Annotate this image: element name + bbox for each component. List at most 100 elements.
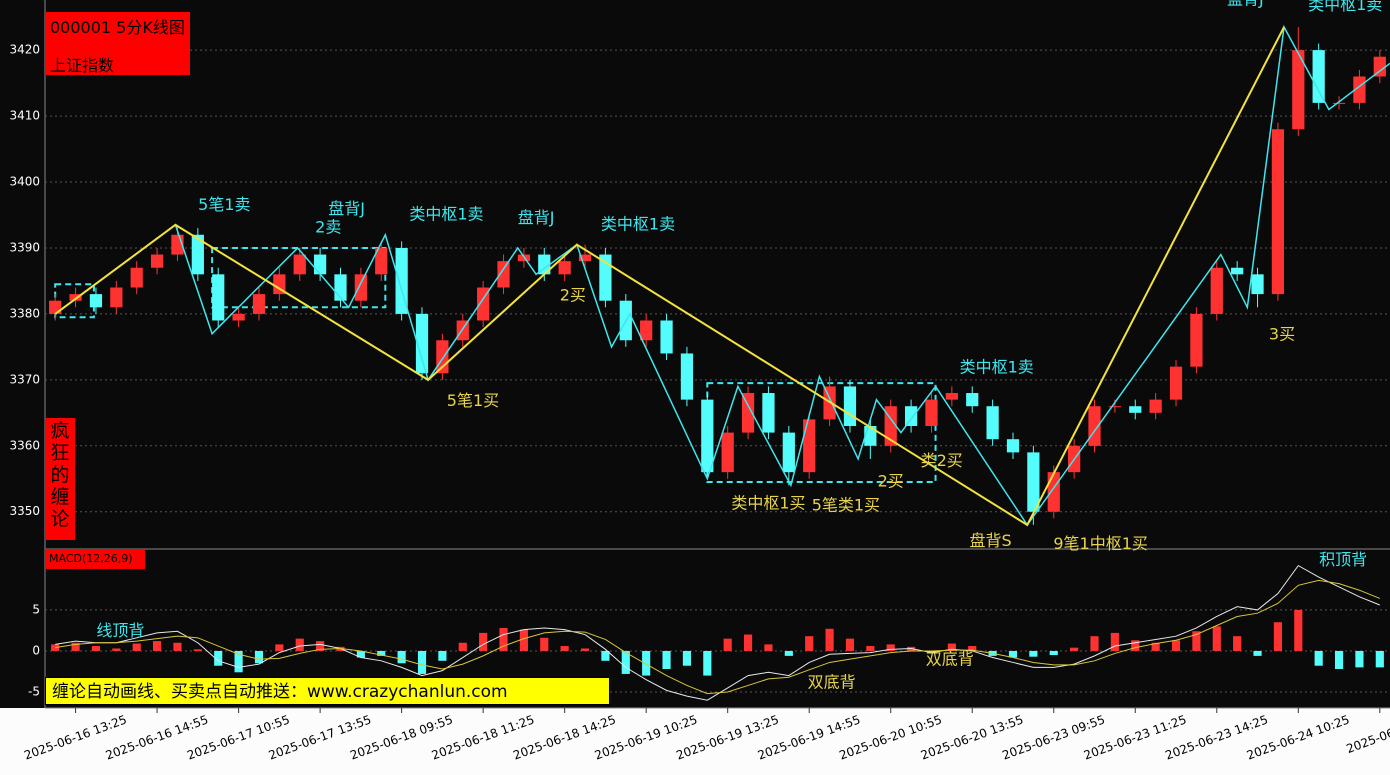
candle-body xyxy=(538,254,551,275)
candle-body xyxy=(415,313,429,374)
macd-bar xyxy=(356,650,365,658)
macd-bar xyxy=(1090,636,1099,651)
annotation: 类中枢1卖 xyxy=(601,214,675,233)
side-label: 疯狂的缠论 xyxy=(45,418,75,540)
candle-body xyxy=(945,393,958,400)
candle-body xyxy=(1129,406,1142,413)
y-tick-label: 3400 xyxy=(9,175,40,189)
stroke-line xyxy=(54,24,1390,527)
candle-body xyxy=(762,393,775,433)
candle-body xyxy=(130,267,143,288)
title-box: 000001 5分K线图 上证指数 xyxy=(45,12,190,75)
annotation: 线顶背 xyxy=(96,621,144,640)
macd-bar xyxy=(132,643,141,651)
annotation: 类中枢1卖 xyxy=(1308,0,1382,14)
annotation: 盘背S xyxy=(969,531,1011,550)
macd-bar xyxy=(316,641,325,651)
macd-bar xyxy=(1049,650,1058,656)
annotation: 盘背J xyxy=(1227,0,1264,9)
macd-bar xyxy=(580,648,590,651)
candle-body xyxy=(884,406,897,446)
candle-body xyxy=(395,247,408,314)
candle-body xyxy=(1006,439,1020,453)
candle-body xyxy=(966,393,979,407)
annotation: 5笔类1买 xyxy=(812,495,880,514)
macd-bar xyxy=(947,643,956,651)
macd-bar xyxy=(682,650,692,666)
candle-body xyxy=(1312,50,1325,103)
macd-bar xyxy=(1273,622,1282,651)
macd-bar xyxy=(71,642,80,651)
candle-body xyxy=(680,353,694,400)
annotation: 类2买 xyxy=(921,451,963,470)
macd-line xyxy=(55,579,1380,695)
macd-bar xyxy=(723,638,732,651)
macd-bar xyxy=(193,649,202,651)
macd-bar xyxy=(601,650,610,661)
candle-body xyxy=(1027,452,1040,512)
annotation: 5笔1卖 xyxy=(198,195,250,214)
candle-body xyxy=(1353,76,1366,103)
macd-bar xyxy=(417,650,427,674)
candle-body xyxy=(69,294,82,301)
candle-body xyxy=(904,406,918,427)
macd-bar xyxy=(234,650,243,673)
candle-body xyxy=(293,254,306,275)
chart-subtitle: 上证指数 xyxy=(50,56,115,75)
macd-line xyxy=(55,564,1380,701)
macd-bar xyxy=(295,638,304,651)
annotation: 盘背J xyxy=(518,208,555,227)
banner: 缠论自动画线、买卖点自动推送：www.crazychanlun.com xyxy=(45,677,610,705)
macd-bar xyxy=(275,644,284,651)
candle-body xyxy=(1190,313,1203,367)
y-tick-label: 3410 xyxy=(9,109,40,123)
y-tick-label: 3350 xyxy=(9,504,40,518)
candle-body xyxy=(150,254,164,268)
candle-body xyxy=(660,320,673,354)
candle-body xyxy=(1251,274,1264,295)
candle-body xyxy=(986,406,999,440)
macd-bar xyxy=(112,648,121,651)
macd-bar xyxy=(1008,650,1018,658)
macd-bar xyxy=(1110,632,1119,651)
candle-body xyxy=(436,340,449,374)
macd-bar xyxy=(784,650,793,656)
y-tick-label: 3420 xyxy=(9,43,40,57)
macd-bar xyxy=(1029,650,1038,657)
macd-bar xyxy=(1151,642,1160,651)
candle-body xyxy=(375,247,388,275)
macd-bar xyxy=(254,650,264,664)
candle-body xyxy=(1047,472,1060,512)
candle-body xyxy=(212,274,225,321)
macd-bar xyxy=(560,646,569,651)
annotation: 3买 xyxy=(1269,324,1295,343)
macd-bar xyxy=(438,650,447,661)
candle-body xyxy=(578,254,592,262)
macd-bar xyxy=(1212,626,1221,651)
macd-bar xyxy=(968,646,977,651)
annotation: 积顶背 xyxy=(1319,550,1367,569)
macd-bar xyxy=(91,646,101,651)
macd-bar xyxy=(519,629,528,651)
annotation: 双底背 xyxy=(808,672,856,691)
macd-bar xyxy=(540,637,549,651)
candle-body xyxy=(925,399,938,427)
candle-body xyxy=(843,386,857,427)
candle-body xyxy=(803,419,816,473)
candle-body xyxy=(721,432,734,473)
candle-body xyxy=(1292,50,1305,130)
macd-bar xyxy=(825,628,834,651)
macd-bar xyxy=(1355,650,1364,668)
macd-bar xyxy=(1131,640,1140,651)
candle-body xyxy=(89,294,103,308)
y-tick-label: 3370 xyxy=(9,372,40,386)
candle-body xyxy=(558,261,571,275)
candle-body xyxy=(1231,267,1244,275)
plot-background xyxy=(0,0,1390,708)
annotation: 类中枢1买 xyxy=(731,493,805,512)
macd-bar xyxy=(1375,650,1384,668)
annotation: 5笔1买 xyxy=(447,391,499,410)
macd-bar xyxy=(1233,636,1242,651)
candle-body xyxy=(640,320,653,341)
macd-bar xyxy=(662,650,671,670)
